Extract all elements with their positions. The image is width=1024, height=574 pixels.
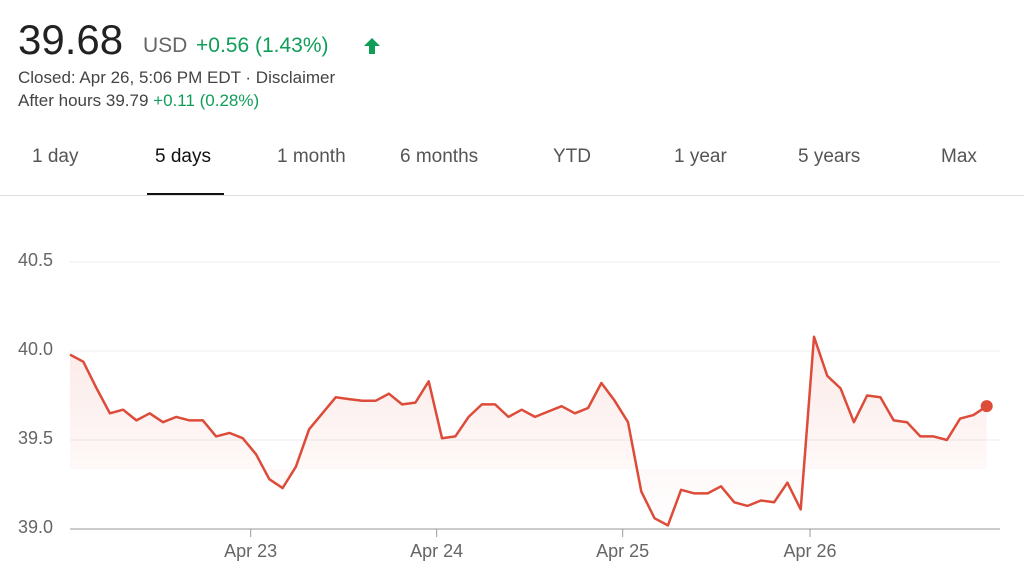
after-hours: After hours 39.79 +0.11 (0.28%) <box>18 91 259 111</box>
after-hours-change: +0.11 (0.28%) <box>153 91 260 110</box>
after-hours-price: After hours 39.79 <box>18 91 149 110</box>
y-tick-label: 40.5 <box>18 250 53 270</box>
x-tick-label: Apr 24 <box>410 541 463 561</box>
y-tick-label: 40.0 <box>18 339 53 359</box>
y-tick-label: 39.0 <box>18 517 53 537</box>
divider <box>0 195 1024 196</box>
price-line <box>69 335 988 527</box>
area-fill <box>70 336 987 526</box>
closed-info: Closed: Apr 26, 5:06 PM EDT · Disclaimer <box>18 68 336 87</box>
x-tick-label: Apr 25 <box>596 541 649 561</box>
tab-underline <box>147 193 224 196</box>
currency: USD <box>143 34 188 57</box>
last-point <box>980 400 993 413</box>
up-arrow <box>364 38 380 54</box>
y-tick-label: 39.5 <box>18 428 53 448</box>
price: 39.68 <box>18 16 124 63</box>
tab[interactable]: 5 days <box>155 146 211 167</box>
tab[interactable]: YTD <box>553 146 591 167</box>
x-tick-label: Apr 23 <box>224 541 277 561</box>
x-tick-label: Apr 26 <box>783 541 836 561</box>
tab[interactable]: 5 years <box>798 146 861 167</box>
tab[interactable]: Max <box>941 146 977 167</box>
tab[interactable]: 1 year <box>674 146 727 167</box>
change: +0.56 (1.43%) <box>196 34 329 57</box>
tab[interactable]: 6 months <box>400 146 479 167</box>
tab[interactable]: 1 month <box>277 146 346 167</box>
tab[interactable]: 1 day <box>32 146 79 167</box>
